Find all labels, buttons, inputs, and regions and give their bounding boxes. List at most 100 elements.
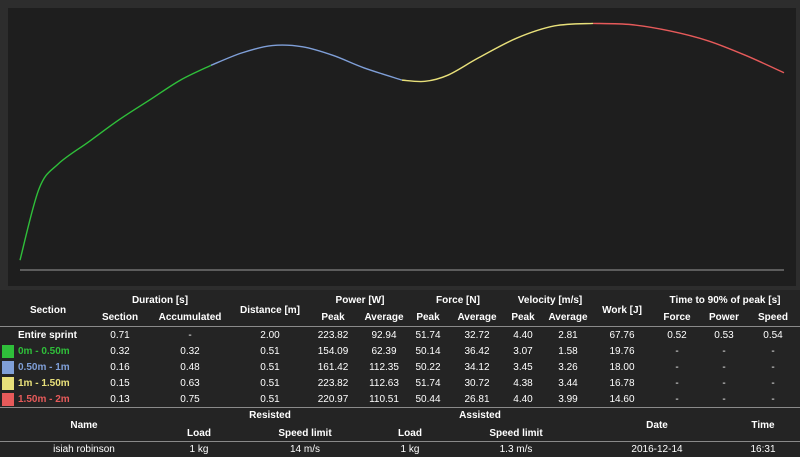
cell-accumulated: - [188,330,192,341]
cell-vel-avg: 3.44 [558,378,578,389]
cell-t90-force: 0.52 [667,330,687,341]
cell-power-peak: 223.82 [317,330,349,341]
cell-force-peak: 50.22 [415,362,441,373]
sub-assisted-load: Load [398,428,422,439]
row-label: 1.50m - 2m [18,394,70,405]
cell-distance: 2.00 [260,330,280,341]
col-date-header: Date [646,420,668,431]
chart-panel [8,8,796,286]
segment-color-swatch [2,345,14,358]
col-duration-header: Duration [s] [131,295,189,306]
cell-power-peak: 161.42 [317,362,349,373]
cell-work: 67.76 [609,330,635,341]
curve-segment-4 [592,22,785,74]
cell-vel-avg: 2.81 [558,330,578,341]
cell-vel-peak: 4.40 [513,394,533,405]
session-date: 2016-12-14 [631,444,683,455]
cell-vel-peak: 4.40 [513,330,533,341]
curve-segment-2 [210,44,403,81]
cell-t90-force: - [675,394,679,405]
col-name-header: Name [70,420,98,431]
col-power-header: Power [W] [335,295,385,306]
athlete-name: isiah robinson [53,444,115,455]
sub-accumulated: Accumulated [158,312,222,323]
cell-power-avg: 112.63 [369,378,399,389]
cell-t90-force: - [675,362,679,373]
cell-section: 0.71 [110,330,130,341]
row-label: Entire sprint [18,330,77,341]
sub-t90-force: Force [663,312,691,323]
resisted-load: 1 kg [189,444,209,455]
cell-power-peak: 154.09 [317,346,349,357]
sub-t90-speed: Speed [757,312,789,323]
sub-resisted-speed: Speed limit [278,428,332,439]
cell-accumulated: 0.63 [180,378,200,389]
athlete-header-divider [0,441,800,442]
col-force-header: Force [N] [436,295,480,306]
speed-curve-chart [19,22,785,271]
results-table-area: Section Duration [s] Distance [m] Power … [0,290,800,457]
cell-work: 18.00 [609,362,635,373]
segment-color-swatch [2,393,14,406]
curve-segment-1 [19,64,212,261]
sub-assisted-speed: Speed limit [489,428,543,439]
cell-t90-power: - [722,378,726,389]
cell-accumulated: 0.32 [180,346,200,357]
cell-work: 19.76 [609,346,635,357]
cell-t90-speed: - [771,362,775,373]
cell-t90-force: - [675,378,679,389]
cell-vel-avg: 3.99 [558,394,578,405]
cell-force-avg: 26.81 [464,394,490,405]
cell-power-peak: 220.97 [317,394,349,405]
cell-distance: 0.51 [260,362,280,373]
cell-power-avg: 110.51 [369,394,399,405]
segment-color-swatch [2,361,14,374]
cell-t90-power: - [722,346,726,357]
sub-velocity-average: Average [548,312,588,323]
cell-section: 0.13 [110,394,130,405]
cell-t90-power: - [722,394,726,405]
col-time-header: Time [751,420,775,431]
sub-resisted-load: Load [187,428,211,439]
cell-force-peak: 50.14 [415,346,441,357]
sub-power-peak: Peak [321,312,345,323]
assisted-speed-limit: 1.3 m/s [499,444,533,455]
col-resisted-header: Resisted [249,410,291,421]
resisted-speed-limit: 14 m/s [289,444,321,455]
cell-force-peak: 51.74 [415,378,441,389]
cell-t90-speed: 0.54 [763,330,783,341]
cell-vel-peak: 3.45 [513,362,533,373]
col-work-header: Work [J] [602,305,642,316]
cell-t90-speed: - [771,378,775,389]
cell-vel-avg: 1.58 [558,346,578,357]
col-section-header: Section [29,305,67,316]
session-time: 16:31 [750,444,776,455]
sub-t90-power: Power [708,312,740,323]
chart-area [8,8,796,286]
segment-color-swatch [2,377,14,390]
assisted-load: 1 kg [400,444,420,455]
table-divider [0,407,800,408]
cell-vel-peak: 4.38 [513,378,533,389]
cell-power-avg: 62.39 [371,346,397,357]
row-label: 1m - 1.50m [18,378,70,389]
sub-velocity-peak: Peak [511,312,535,323]
cell-force-avg: 34.12 [464,362,490,373]
curve-segment-3 [401,22,594,83]
cell-force-avg: 30.72 [464,378,490,389]
cell-vel-peak: 3.07 [513,346,533,357]
sub-force-peak: Peak [416,312,440,323]
cell-force-peak: 50.44 [415,394,441,405]
cell-t90-speed: - [771,394,775,405]
header-divider [0,326,800,327]
cell-force-avg: 36.42 [464,346,490,357]
cell-work: 14.60 [609,394,635,405]
cell-section: 0.32 [110,346,130,357]
cell-t90-power: 0.53 [714,330,734,341]
cell-section: 0.16 [110,362,130,373]
cell-section: 0.15 [110,378,130,389]
cell-distance: 0.51 [260,346,280,357]
cell-power-avg: 112.35 [369,362,399,373]
cell-vel-avg: 3.26 [558,362,578,373]
cell-accumulated: 0.75 [180,394,200,405]
